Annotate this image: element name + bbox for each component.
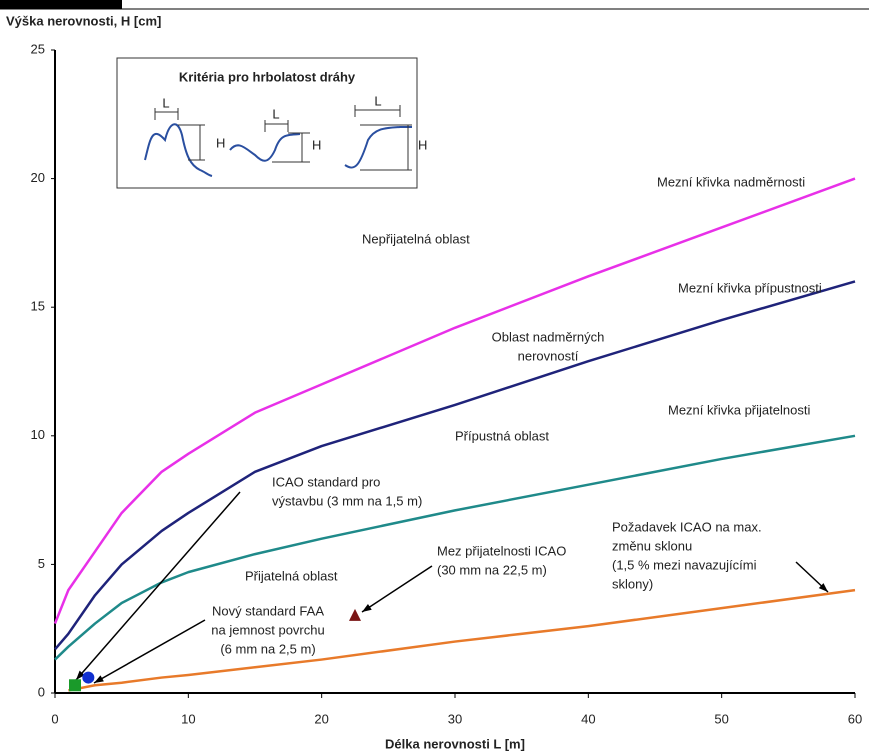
inset-height-label: H bbox=[312, 137, 321, 152]
x-axis-label: Délka nerovnosti L [m] bbox=[385, 736, 525, 751]
x-tick-label: 30 bbox=[448, 711, 462, 726]
annotation: Mez přijatelnosti ICAO bbox=[437, 543, 566, 558]
annotation: Oblast nadměrných bbox=[492, 329, 605, 344]
series-line bbox=[55, 281, 855, 649]
annotation: (1,5 % mezi navazujícími bbox=[612, 557, 757, 572]
arrow-head bbox=[362, 604, 372, 612]
marker bbox=[349, 609, 361, 621]
y-tick-label: 0 bbox=[38, 684, 45, 699]
annotation: Přípustná oblast bbox=[455, 428, 549, 443]
marker bbox=[69, 679, 81, 691]
inset-length-label: L bbox=[272, 106, 279, 121]
y-tick-label: 10 bbox=[31, 427, 45, 442]
chart: Výška nerovnosti, H [cm] Délka nerovnost… bbox=[0, 0, 869, 754]
annotation: (30 mm na 22,5 m) bbox=[437, 562, 547, 577]
annotation: Požadavek ICAO na max. bbox=[612, 519, 762, 534]
annotation: sklony) bbox=[612, 576, 653, 591]
arrow-shaft bbox=[94, 620, 205, 683]
x-tick-label: 10 bbox=[181, 711, 195, 726]
y-tick-label: 15 bbox=[31, 299, 45, 314]
inset-length-label: L bbox=[162, 95, 169, 110]
annotation: výstavbu (3 mm na 1,5 m) bbox=[272, 493, 422, 508]
annotation: Nový standard FAA bbox=[212, 603, 324, 618]
arrow-head bbox=[94, 675, 104, 683]
series-label: Mezní křivka nadměrnosti bbox=[657, 174, 805, 189]
x-tick-label: 50 bbox=[714, 711, 728, 726]
y-tick-label: 20 bbox=[31, 170, 45, 185]
series-label: Mezní křivka přijatelnosti bbox=[668, 402, 810, 417]
header-bar bbox=[0, 0, 122, 9]
x-tick-label: 20 bbox=[314, 711, 328, 726]
inset-height-label: H bbox=[418, 137, 427, 152]
series-label: Mezní křivka přípustnosti bbox=[678, 280, 822, 295]
series-line bbox=[68, 590, 855, 690]
annotation: Nepřijatelná oblast bbox=[362, 231, 470, 246]
annotation: ICAO standard pro bbox=[272, 474, 380, 489]
annotation: nerovností bbox=[518, 348, 579, 363]
y-axis-label: Výška nerovnosti, H [cm] bbox=[6, 13, 161, 28]
x-tick-label: 0 bbox=[51, 711, 58, 726]
inset-height-label: H bbox=[216, 135, 225, 150]
inset-title: Kritéria pro hrbolatost dráhy bbox=[179, 69, 356, 84]
annotation: změnu sklonu bbox=[612, 538, 692, 553]
inset: Kritéria pro hrbolatost dráhy L H L H L … bbox=[117, 58, 427, 188]
inset-length-label: L bbox=[374, 93, 381, 108]
annotation: (6 mm na 2,5 m) bbox=[220, 641, 315, 656]
annotation: na jemnost povrchu bbox=[211, 622, 324, 637]
y-tick-label: 5 bbox=[38, 556, 45, 571]
marker bbox=[82, 672, 94, 684]
x-tick-label: 40 bbox=[581, 711, 595, 726]
arrow-shaft bbox=[362, 566, 432, 612]
annotation: Přijatelná oblast bbox=[245, 568, 338, 583]
arrow-shaft bbox=[76, 492, 240, 680]
y-tick-label: 25 bbox=[31, 41, 45, 56]
x-tick-label: 60 bbox=[848, 711, 862, 726]
